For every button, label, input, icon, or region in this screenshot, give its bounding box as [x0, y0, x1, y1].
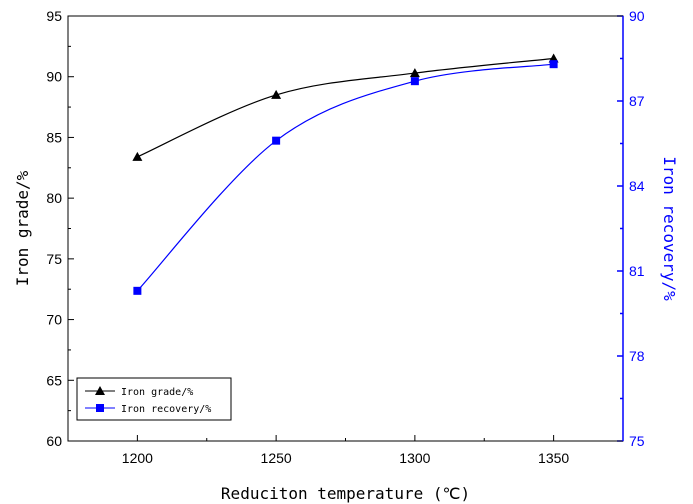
- x-tick-label: 1200: [122, 450, 153, 466]
- x-tick-label: 1250: [261, 450, 292, 466]
- plot-frame: [67, 15, 624, 442]
- data-point-iron-recovery: [133, 286, 142, 295]
- x-tick-label: 1300: [399, 450, 430, 466]
- left-y-tick-label: 60: [46, 433, 62, 449]
- series-line-iron-recovery: [136, 63, 554, 292]
- x-axis-ticks: 1200 1250 1300 1350: [122, 435, 569, 466]
- series-layer: [132, 53, 559, 295]
- legend-marker-iron-grade: [95, 386, 105, 395]
- right-y-tick-label: 87: [629, 93, 645, 109]
- right-y-tick-label: 78: [629, 348, 645, 364]
- legend: Iron grade/% Iron recovery/%: [76, 377, 232, 421]
- x-axis-label: Reduciton temperature (℃): [221, 484, 470, 503]
- series-line-iron-grade: [137, 57, 554, 158]
- left-y-tick-label: 65: [46, 372, 62, 388]
- legend-marker-iron-recovery: [96, 404, 104, 412]
- legend-label-iron-grade: Iron grade/%: [121, 387, 193, 398]
- left-y-tick-label: 85: [46, 129, 62, 145]
- data-point-iron-grade: [409, 68, 420, 78]
- right-y-tick-label: 84: [629, 178, 645, 194]
- data-point-iron-recovery: [410, 77, 419, 86]
- left-y-tick-label: 95: [46, 8, 62, 24]
- left-y-axis-label: Iron grade/%: [13, 170, 32, 286]
- right-y-tick-label: 81: [629, 263, 645, 279]
- right-y-axis-label: Iron recovery/%: [660, 156, 679, 301]
- right-y-tick-label: 90: [629, 8, 645, 24]
- data-point-iron-grade: [132, 151, 143, 161]
- legend-label-iron-recovery: Iron recovery/%: [121, 404, 211, 415]
- left-y-tick-label: 70: [46, 312, 62, 328]
- left-y-tick-label: 75: [46, 251, 62, 267]
- left-y-tick-label: 90: [46, 69, 62, 85]
- data-point-iron-grade: [271, 89, 282, 99]
- right-y-tick-label: 75: [629, 433, 645, 449]
- data-point-iron-recovery: [272, 136, 281, 145]
- legend-box: [76, 377, 232, 421]
- left-y-axis-ticks: 60 65 70 75 80 85 90 95: [46, 8, 74, 449]
- x-tick-label: 1350: [538, 450, 569, 466]
- data-point-iron-recovery: [549, 60, 558, 69]
- left-y-tick-label: 80: [46, 190, 62, 206]
- right-y-axis-ticks: 75 78 81 84 87 90: [617, 8, 645, 449]
